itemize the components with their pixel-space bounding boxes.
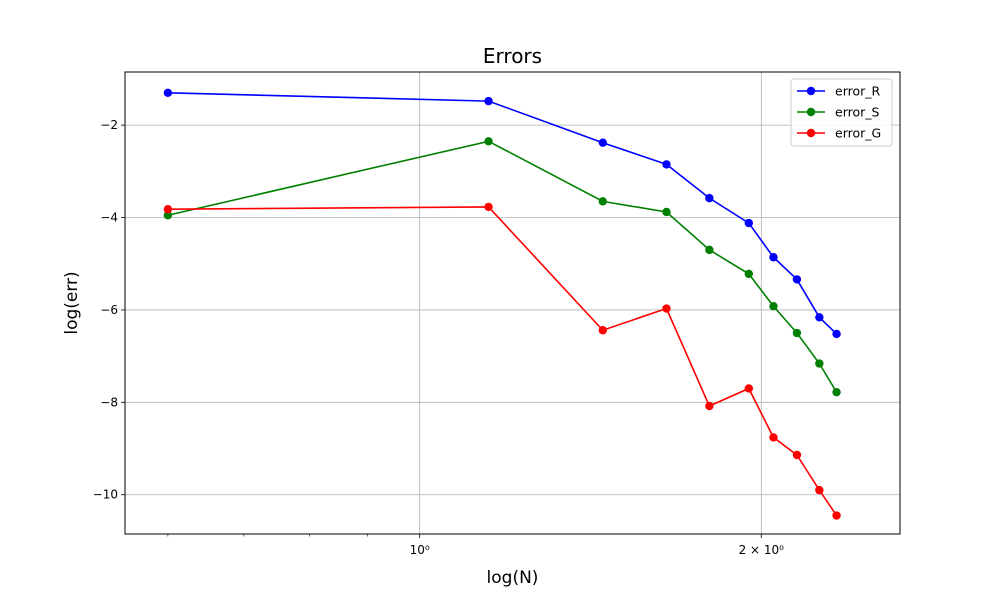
data-point — [163, 205, 173, 214]
data-point — [792, 275, 802, 284]
data-point — [598, 138, 607, 147]
y-tick-label: −2 — [100, 118, 118, 132]
data-point — [598, 326, 607, 335]
data-point — [792, 328, 802, 338]
y-tick-label: −8 — [100, 395, 118, 409]
legend-marker — [806, 128, 816, 138]
legend: error_R error_S error_G — [790, 78, 893, 147]
data-point — [705, 245, 714, 255]
data-point — [792, 450, 802, 460]
data-point — [744, 218, 754, 228]
legend-item-error_G: error_G — [797, 126, 881, 141]
legend-marker — [806, 86, 816, 96]
data-point — [662, 160, 671, 169]
legend-label: error_R — [835, 84, 881, 99]
data-point — [705, 401, 714, 411]
data-point — [744, 269, 754, 279]
data-point — [832, 387, 841, 397]
data-point — [815, 359, 824, 368]
series-error_G — [163, 202, 841, 520]
legend-marker — [806, 107, 816, 117]
data-point — [815, 485, 824, 495]
data-point — [744, 384, 754, 393]
series-layer — [163, 88, 841, 520]
data-point — [484, 96, 493, 106]
x-tick-label: 10⁰ — [410, 543, 430, 557]
data-point — [769, 433, 778, 442]
data-point — [705, 193, 714, 203]
data-point — [662, 207, 671, 217]
series-line — [167, 140, 838, 393]
plot-frame — [124, 71, 901, 535]
series-error_S — [163, 137, 841, 397]
legend-box — [790, 78, 893, 147]
y-tick-label: −6 — [100, 303, 118, 317]
series-line — [167, 206, 838, 516]
series-error_R — [163, 88, 841, 339]
y-axis-label: log(err) — [62, 271, 82, 334]
data-point — [815, 313, 824, 322]
data-point — [484, 202, 493, 212]
legend-label: error_G — [835, 126, 881, 141]
data-point — [832, 511, 841, 520]
axis-ticks: −2 −4 −6 −8 −10 10⁰ 2 × 10⁰ — [93, 118, 785, 557]
legend-item-error_R: error_R — [797, 84, 881, 99]
data-point — [598, 197, 607, 206]
y-tick-label: −10 — [93, 488, 118, 502]
data-point — [163, 211, 173, 220]
legend-item-error_S: error_S — [797, 105, 880, 120]
grid-lines — [125, 72, 900, 534]
series-line — [167, 91, 838, 335]
data-point — [662, 304, 671, 313]
legend-label: error_S — [835, 105, 880, 120]
x-axis-label: log(N) — [487, 568, 539, 588]
data-point — [484, 137, 493, 146]
data-point — [769, 302, 778, 311]
chart-title: Errors — [483, 44, 542, 68]
x-tick-label: 2 × 10⁰ — [739, 543, 785, 557]
data-point — [163, 88, 173, 97]
data-point — [832, 329, 841, 339]
data-point — [769, 253, 778, 262]
y-tick-label: −4 — [100, 211, 118, 225]
